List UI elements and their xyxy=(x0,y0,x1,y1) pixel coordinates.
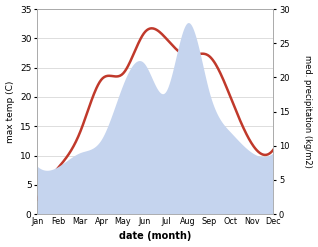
Y-axis label: med. precipitation (kg/m2): med. precipitation (kg/m2) xyxy=(303,55,313,168)
X-axis label: date (month): date (month) xyxy=(119,231,191,242)
Y-axis label: max temp (C): max temp (C) xyxy=(5,80,15,143)
